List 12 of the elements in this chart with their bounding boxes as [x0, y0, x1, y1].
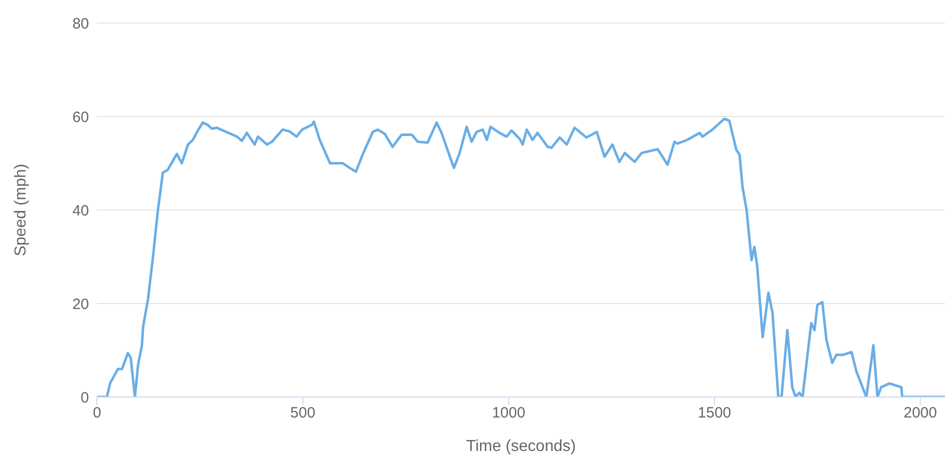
x-tick-label: 2000 — [904, 404, 937, 422]
y-tick-label: 0 — [80, 389, 89, 406]
x-tick-label: 0 — [92, 404, 102, 422]
x-tick-label: 1500 — [698, 404, 732, 422]
x-axis-title: Time (seconds) — [466, 438, 576, 455]
y-tick-label: 40 — [72, 202, 89, 220]
y-tick-label: 20 — [72, 296, 89, 313]
y-axis-title: Speed (mph) — [12, 164, 30, 256]
y-tick-label: 60 — [72, 108, 89, 126]
x-tick-label: 500 — [290, 404, 316, 422]
y-tick-label: 80 — [72, 15, 89, 32]
x-tick-label: 1000 — [492, 404, 526, 422]
